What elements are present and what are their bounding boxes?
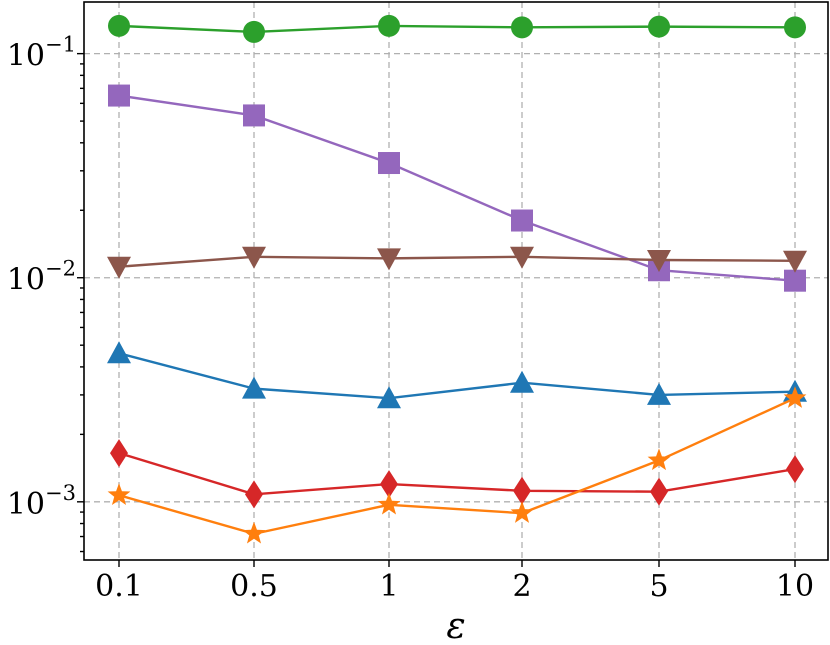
data-point-square xyxy=(243,104,265,127)
data-point-diamond xyxy=(110,439,128,468)
data-point-circle xyxy=(108,14,130,37)
x-axis-label: ε xyxy=(446,606,465,645)
data-point-triangle-up xyxy=(242,376,266,399)
series-line-brown-triangle-down xyxy=(118,255,796,268)
data-point-triangle-down xyxy=(377,248,401,271)
grid xyxy=(84,2,828,560)
data-point-star xyxy=(783,386,807,408)
series-red-diamond xyxy=(110,439,804,509)
data-point-square xyxy=(108,84,130,107)
x-tick-label: 0.5 xyxy=(230,569,278,604)
series-line-green-circle xyxy=(118,24,796,34)
y-tick-label: 10−3 xyxy=(7,481,76,522)
data-point-star xyxy=(647,448,671,471)
series-layer xyxy=(107,14,807,544)
data-point-square xyxy=(784,269,806,292)
series-line-red-diamond xyxy=(118,451,796,496)
data-point-star xyxy=(107,483,131,505)
data-point-triangle-up xyxy=(107,341,131,364)
data-point-diamond xyxy=(245,480,263,509)
x-tick-label: 2 xyxy=(512,569,531,604)
data-point-triangle-down xyxy=(242,246,266,269)
series-blue-triangle-up xyxy=(107,341,807,409)
series-brown-triangle-down xyxy=(107,246,807,279)
x-tick-label: 0.1 xyxy=(95,569,143,604)
data-point-triangle-down xyxy=(107,256,131,279)
plot-frame xyxy=(83,1,829,561)
data-point-diamond xyxy=(513,476,531,505)
data-point-triangle-down xyxy=(647,249,671,272)
data-point-star xyxy=(377,492,401,515)
data-point-circle xyxy=(378,14,400,37)
data-point-triangle-down xyxy=(510,246,534,269)
data-point-diamond xyxy=(786,455,804,484)
series-line-orange-star xyxy=(118,397,796,536)
data-point-triangle-up xyxy=(377,386,401,409)
x-tick-label: 5 xyxy=(649,569,668,604)
data-point-diamond xyxy=(380,470,398,499)
series-green-circle xyxy=(108,14,806,43)
series-orange-star xyxy=(107,386,807,544)
data-point-circle xyxy=(243,20,265,43)
data-point-circle xyxy=(784,16,806,39)
data-point-triangle-up xyxy=(647,382,671,405)
x-tick-label: 10 xyxy=(776,569,814,604)
series-line-blue-triangle-up xyxy=(118,352,796,400)
data-point-circle xyxy=(511,16,533,39)
y-tick-label: 10−2 xyxy=(7,257,76,298)
data-point-square xyxy=(511,209,533,232)
data-point-square xyxy=(378,152,400,175)
data-point-triangle-down xyxy=(783,250,807,273)
x-tick-label: 1 xyxy=(379,569,398,604)
ticks: 0.1 0.5 1 2 5 10 10−1 10−2 10−3 xyxy=(7,33,814,604)
data-point-circle xyxy=(648,15,670,38)
data-point-diamond xyxy=(650,477,668,506)
series-line-purple-square xyxy=(118,94,796,282)
data-point-star xyxy=(510,501,534,523)
y-tick-label: 10−1 xyxy=(7,33,76,74)
data-point-star xyxy=(242,521,266,544)
series-purple-square xyxy=(108,84,806,292)
data-point-triangle-up xyxy=(510,370,534,393)
